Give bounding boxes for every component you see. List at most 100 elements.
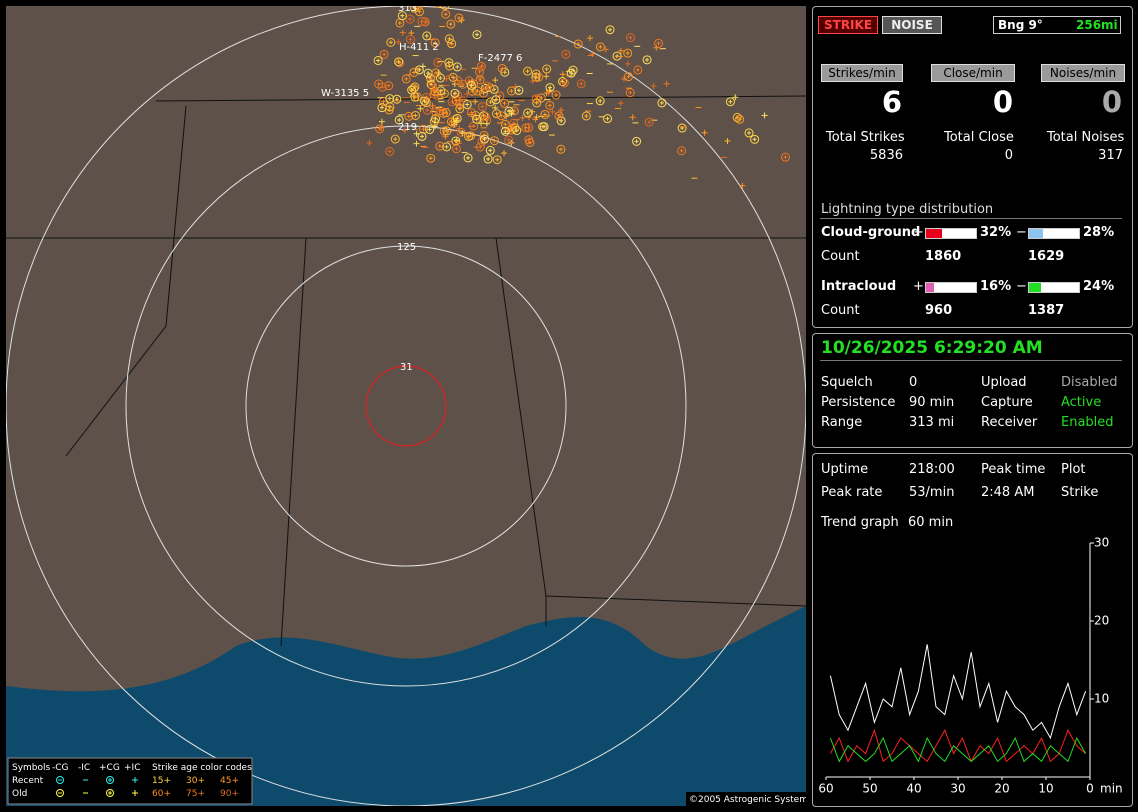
map-label: H-411 2 xyxy=(399,42,439,53)
strike-symbol xyxy=(514,85,524,95)
strike-symbol xyxy=(559,71,566,78)
strike-symbol xyxy=(386,83,391,88)
strike-symbol xyxy=(566,68,576,78)
strike-symbol xyxy=(386,37,396,47)
strike-symbol xyxy=(475,75,485,85)
strike-symbol xyxy=(504,106,514,116)
strike-symbol xyxy=(523,66,533,76)
strike-symbol xyxy=(440,6,450,10)
strike-symbol xyxy=(433,6,442,8)
strike-symbol xyxy=(458,17,465,24)
strike-symbol xyxy=(446,19,456,29)
strike-symbol xyxy=(761,112,768,119)
strike-symbol xyxy=(444,58,454,68)
field-label: Range xyxy=(821,415,863,430)
x-tick-label: 50 xyxy=(862,782,877,796)
strike-symbol xyxy=(529,108,536,115)
x-tick-label: 60 xyxy=(818,782,833,796)
strike-symbol xyxy=(419,134,424,139)
strike-symbol xyxy=(558,147,563,152)
map-label: F-2477 6 xyxy=(478,53,522,64)
strike-symbol xyxy=(519,114,526,121)
strike-symbol xyxy=(725,97,735,107)
strike-symbol xyxy=(479,88,489,98)
strike-symbol xyxy=(602,46,609,53)
strike-symbol xyxy=(497,64,507,74)
strike-symbol xyxy=(392,94,402,104)
strike-symbol xyxy=(407,85,417,95)
strike-symbol xyxy=(525,110,530,115)
strike-button[interactable]: STRIKE xyxy=(818,16,878,34)
strike-symbol xyxy=(432,89,437,94)
type-label: Intracloud xyxy=(821,279,897,294)
strike-symbol xyxy=(482,137,487,142)
strike-symbol xyxy=(417,16,427,26)
strike-symbol xyxy=(430,84,435,89)
strike-symbol xyxy=(529,78,536,85)
strike-symbol xyxy=(663,80,670,87)
divider xyxy=(820,218,1122,219)
count-value: 1387 xyxy=(1028,303,1065,318)
strike-symbol xyxy=(626,33,636,43)
strike-symbol xyxy=(473,86,483,96)
strike-symbol xyxy=(647,120,652,125)
strike-symbol xyxy=(615,54,620,59)
strike-symbol xyxy=(503,122,508,127)
noise-button[interactable]: NOISE xyxy=(882,16,942,34)
strike-symbol xyxy=(455,78,460,83)
field-value: 90 min xyxy=(909,395,955,410)
strike-symbol xyxy=(387,149,392,154)
strike-symbol xyxy=(426,80,436,90)
strike-symbol xyxy=(459,130,466,137)
percent-label: 16% xyxy=(980,279,1012,294)
strike-symbol xyxy=(472,30,482,40)
type-label: Cloud-ground xyxy=(821,225,921,240)
strike-symbol xyxy=(581,111,591,121)
strike-symbol xyxy=(626,74,631,79)
field-value: 313 mi xyxy=(909,415,955,430)
strike-symbol xyxy=(366,139,373,146)
strike-symbol xyxy=(495,157,500,162)
strike-symbol xyxy=(478,144,483,149)
strike-symbol xyxy=(414,65,424,75)
strike-symbol xyxy=(480,111,490,121)
strike-symbol xyxy=(428,156,433,161)
strike-symbol xyxy=(576,79,586,89)
count-label: Count xyxy=(821,249,860,264)
strike-symbol xyxy=(653,44,660,51)
strike-symbol xyxy=(642,55,652,65)
strike-symbol xyxy=(397,11,407,21)
strike-symbol xyxy=(547,103,552,108)
strike-symbol xyxy=(410,6,420,13)
strike-symbols xyxy=(366,6,790,189)
strike-symbol xyxy=(423,18,430,25)
strike-symbol xyxy=(401,74,411,84)
percent-frame xyxy=(925,282,977,293)
percent-bar xyxy=(926,283,934,292)
strike-symbol xyxy=(384,81,394,91)
strike-symbol xyxy=(410,82,420,92)
x-tick-label: 30 xyxy=(950,782,965,796)
percent-bar xyxy=(1029,229,1043,238)
strike-map: 313 H-411 2 F-2477 6 W-3135 5 219 125 31… xyxy=(6,6,806,806)
strike-symbol xyxy=(381,99,386,104)
strike-symbol xyxy=(455,116,460,121)
strike-symbol xyxy=(516,88,521,93)
strike-symbol xyxy=(621,75,628,82)
strike-symbol xyxy=(409,67,419,77)
strike-symbol xyxy=(558,77,568,87)
strike-symbol xyxy=(409,84,419,94)
strike-symbol xyxy=(503,129,508,134)
strike-symbol xyxy=(509,118,519,128)
strike-symbol xyxy=(373,56,383,66)
strike-symbol xyxy=(485,145,495,155)
strike-symbol xyxy=(428,81,438,91)
strike-symbol xyxy=(393,137,398,142)
strike-symbol xyxy=(548,85,553,90)
strike-symbol xyxy=(405,34,415,44)
strike-symbol xyxy=(677,123,687,133)
field-label: Capture xyxy=(981,395,1033,410)
strike-symbol xyxy=(417,67,422,72)
strike-symbol xyxy=(492,138,497,143)
strike-symbol xyxy=(475,142,485,152)
